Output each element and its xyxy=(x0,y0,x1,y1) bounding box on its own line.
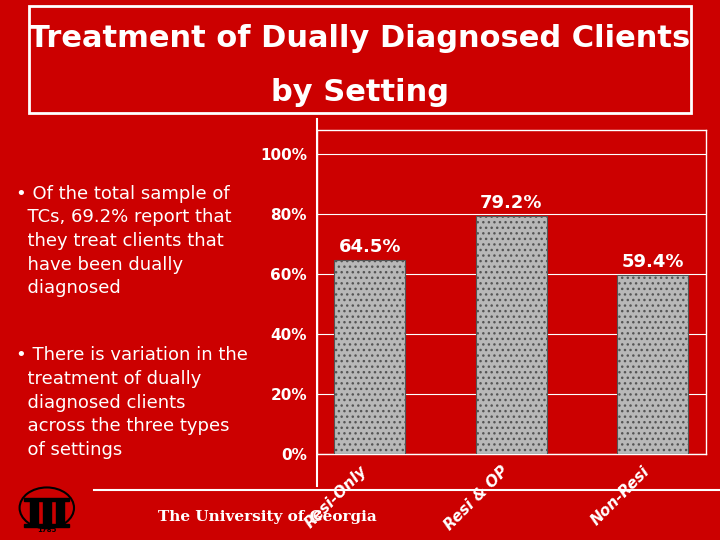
Text: 64.5%: 64.5% xyxy=(338,238,401,255)
Text: 1785: 1785 xyxy=(37,526,56,532)
Bar xyxy=(43,501,50,525)
Text: 59.4%: 59.4% xyxy=(621,253,684,271)
Text: • Of the total sample of
  TCs, 69.2% report that
  they treat clients that
  ha: • Of the total sample of TCs, 69.2% repo… xyxy=(16,185,231,298)
Bar xyxy=(617,275,688,454)
Bar xyxy=(30,501,37,525)
Text: 79.2%: 79.2% xyxy=(480,193,542,212)
Text: by Setting: by Setting xyxy=(271,78,449,107)
Text: Treatment of Dually Diagnosed Clients: Treatment of Dually Diagnosed Clients xyxy=(30,24,690,52)
Text: The University of Georgia: The University of Georgia xyxy=(158,510,377,524)
Bar xyxy=(24,498,69,501)
Bar xyxy=(24,524,69,527)
FancyBboxPatch shape xyxy=(29,6,691,113)
Bar xyxy=(476,216,546,454)
Bar xyxy=(335,260,405,454)
Text: • There is variation in the
  treatment of dually
  diagnosed clients
  across t: • There is variation in the treatment of… xyxy=(16,347,248,459)
Bar xyxy=(56,501,63,525)
